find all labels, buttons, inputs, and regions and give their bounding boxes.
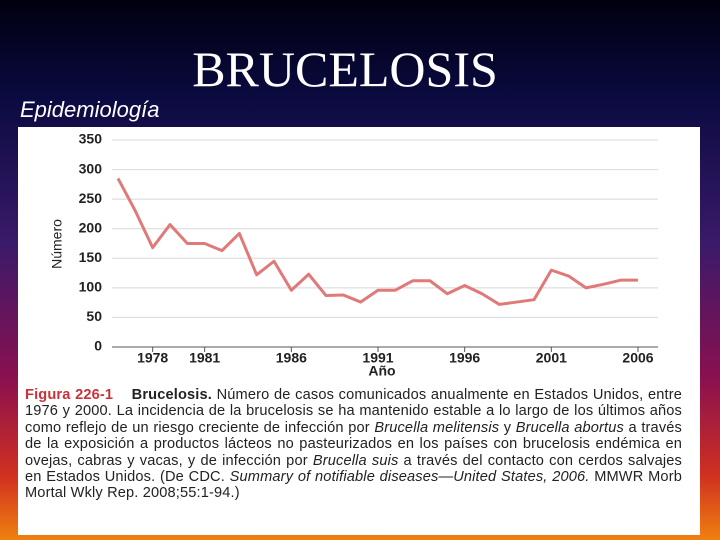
y-axis-label: Número	[49, 219, 65, 269]
caption-text: y	[503, 419, 512, 436]
caption-text: a través de la exposición a productos lá…	[25, 419, 682, 469]
caption-text: a través del contacto con cerdos salvaje…	[25, 452, 682, 486]
figure-caption: Figura 226-1 Brucelosis. Número de casos…	[25, 387, 682, 502]
caption-text: Brucella melitensis	[374, 419, 500, 436]
x-tick-label: 1978	[137, 350, 168, 366]
x-tick-label: 1996	[449, 350, 480, 366]
caption-text: Summary of notifiable diseases—United St…	[229, 469, 590, 486]
caption-label: Figura 226-1	[25, 387, 114, 403]
x-tick-label: 2006	[622, 350, 653, 366]
x-axis-label: Año	[368, 363, 395, 379]
y-tick-label: 200	[79, 219, 103, 235]
y-tick-label: 250	[79, 190, 103, 206]
slide-subtitle: Epidemiología	[20, 97, 160, 122]
caption-text: Número de casos comunicados anualmente e…	[25, 387, 682, 436]
data-line	[116, 177, 638, 306]
caption-heading: Brucelosis.	[131, 387, 212, 403]
slide-title: BRUCELOSIS	[192, 41, 498, 97]
y-tick-label: 50	[86, 308, 102, 324]
chart: Número Año 0 50 100 150 200 250 300 350 1978 1981…	[49, 131, 658, 379]
x-tick-label: 1991	[362, 350, 393, 366]
x-tick-label: 2001	[536, 350, 567, 366]
y-tick-label: 350	[79, 131, 103, 147]
figure-panel: Número Año 0 50 100 150 200 250 300 350 1978 1981…	[18, 127, 700, 535]
caption-text: Brucella suis	[312, 452, 399, 469]
y-tick-label: 100	[79, 279, 103, 295]
x-tick-label: 1986	[276, 350, 307, 366]
caption-text: MMWR Morb Mortal Wkly Rep. 2008;55:1-94.…	[25, 469, 682, 502]
caption-text: Brucella abortus	[515, 419, 624, 436]
y-tick-label: 150	[79, 249, 103, 265]
y-tick-label: 300	[79, 160, 103, 176]
x-tick-label: 1981	[189, 350, 220, 366]
y-tick-label: 0	[94, 338, 102, 354]
